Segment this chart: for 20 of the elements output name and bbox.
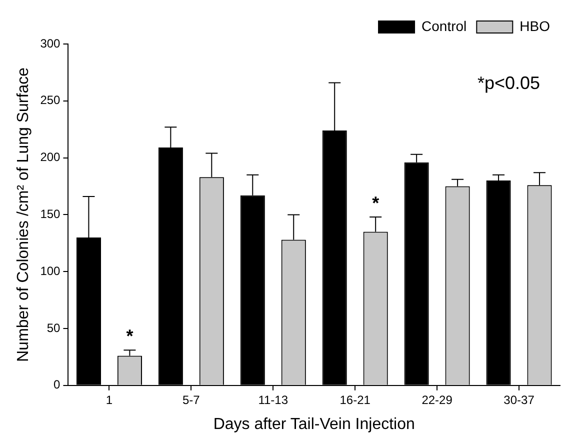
y-tick-label: 50 [46, 320, 61, 335]
x-tick-label: 5-7 [182, 392, 200, 407]
data-label: * [372, 192, 380, 213]
x-axis-title: Days after Tail-Vein Injection [213, 416, 415, 433]
y-tick-label: 200 [40, 150, 61, 164]
y-axis-title: Number of Colonies /cm² of Lung Surface [15, 67, 32, 362]
x-tick-label: 16-21 [340, 392, 371, 407]
legend-label: Control [422, 18, 467, 34]
legend-label: HBO [520, 18, 550, 34]
x-tick-label: 22-29 [422, 392, 453, 407]
y-tick-label: 0 [54, 378, 61, 392]
y-tick-label: 250 [40, 93, 61, 108]
annotation: *p<0.05 [477, 72, 540, 93]
y-tick-label: 150 [40, 207, 61, 222]
x-tick-label: 1 [106, 392, 113, 407]
x-tick-label: 30-37 [504, 392, 535, 407]
y-tick-label: 300 [40, 36, 61, 50]
y-tick-label: 100 [40, 264, 61, 278]
data-label: * [126, 326, 134, 346]
x-tick-label: 11-13 [258, 392, 288, 407]
